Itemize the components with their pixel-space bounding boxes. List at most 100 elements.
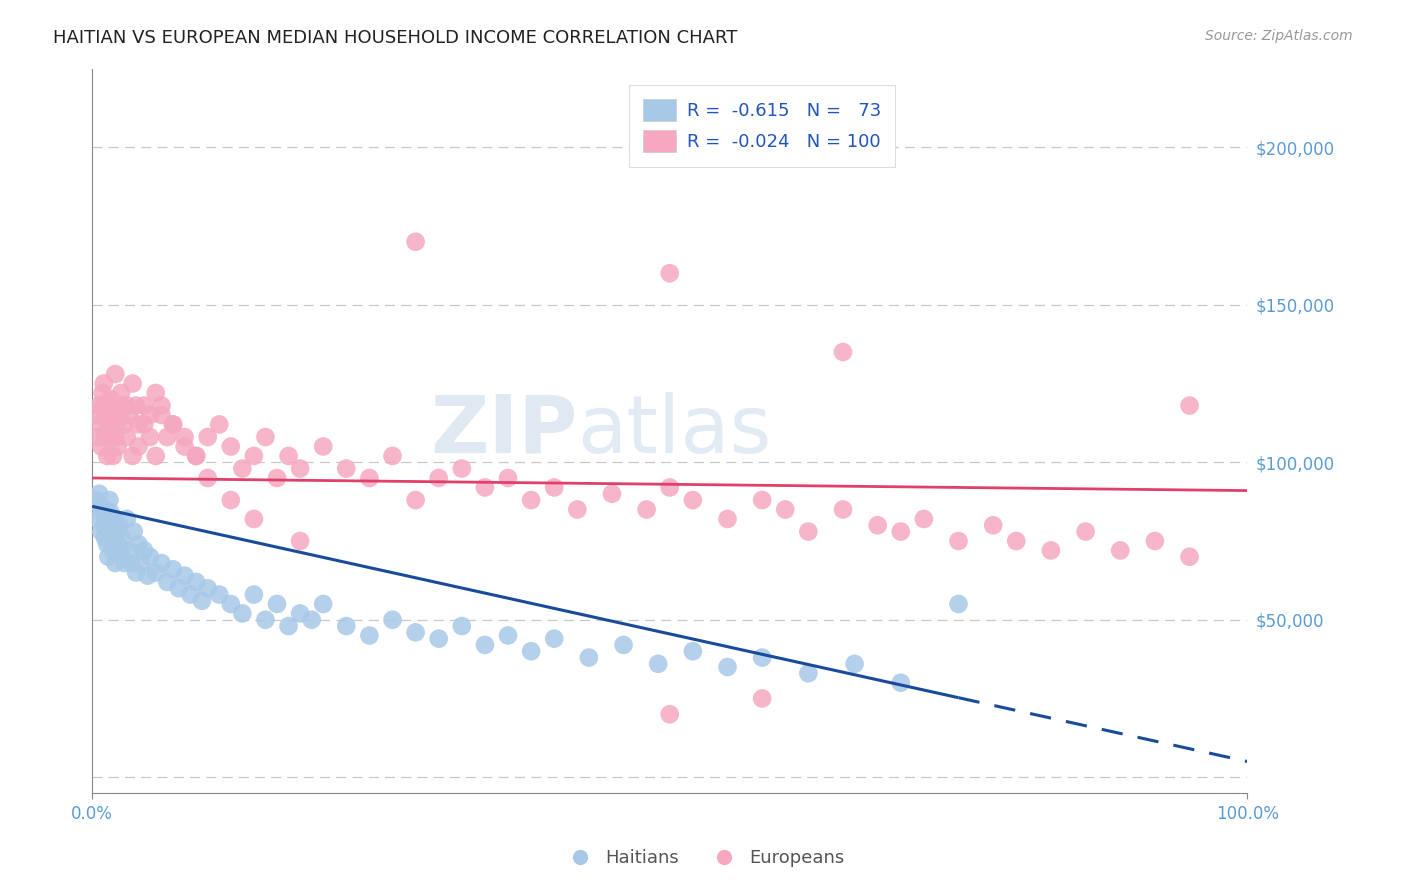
Point [90, 440, 112, 454]
Point [110, 386, 132, 401]
Point [427, 471, 450, 485]
Point [111, 531, 134, 545]
Point [121, 449, 143, 463]
Point [844, 657, 866, 671]
Point [832, 345, 855, 359]
Point [243, 449, 266, 463]
Point [90, 524, 112, 539]
Text: ZIP: ZIP [430, 392, 578, 470]
Legend: R =  -0.615   N =   73, R =  -0.024   N = 100: R = -0.615 N = 73, R = -0.024 N = 100 [628, 85, 896, 167]
Point [231, 607, 253, 621]
Point [134, 399, 156, 413]
Point [98, 399, 121, 413]
Point [450, 461, 472, 475]
Point [103, 512, 125, 526]
Point [191, 594, 214, 608]
Point [104, 430, 127, 444]
Point [150, 408, 173, 422]
Point [1005, 533, 1028, 548]
Point [335, 461, 357, 475]
Point [1178, 399, 1201, 413]
Point [145, 449, 167, 463]
Point [751, 493, 773, 508]
Point [167, 581, 190, 595]
Point [94, 408, 117, 422]
Point [87, 399, 110, 413]
Point [98, 493, 121, 508]
Point [1109, 543, 1132, 558]
Point [120, 556, 142, 570]
Point [775, 502, 797, 516]
Point [1143, 533, 1166, 548]
Point [335, 619, 357, 633]
Point [186, 449, 208, 463]
Point [87, 487, 110, 501]
Point [647, 657, 669, 671]
Point [139, 408, 162, 422]
Text: Source: ZipAtlas.com: Source: ZipAtlas.com [1205, 29, 1353, 43]
Point [578, 650, 600, 665]
Point [301, 613, 323, 627]
Point [145, 566, 167, 580]
Point [208, 417, 231, 432]
Point [288, 533, 311, 548]
Point [612, 638, 634, 652]
Point [145, 386, 167, 401]
Point [136, 568, 159, 582]
Point [716, 512, 738, 526]
Point [405, 235, 427, 249]
Point [98, 430, 121, 444]
Point [87, 512, 110, 526]
Point [118, 543, 141, 558]
Point [121, 376, 143, 391]
Point [173, 440, 195, 454]
Point [97, 549, 120, 564]
Point [134, 543, 156, 558]
Point [1178, 549, 1201, 564]
Point [186, 574, 208, 589]
Point [716, 660, 738, 674]
Point [150, 399, 173, 413]
Point [104, 556, 127, 570]
Point [405, 625, 427, 640]
Point [797, 666, 820, 681]
Point [219, 440, 242, 454]
Point [208, 588, 231, 602]
Point [110, 399, 132, 413]
Point [115, 512, 138, 526]
Point [114, 556, 136, 570]
Point [93, 518, 115, 533]
Point [243, 588, 266, 602]
Point [890, 524, 912, 539]
Point [600, 487, 623, 501]
Point [197, 471, 219, 485]
Point [156, 574, 179, 589]
Point [254, 430, 277, 444]
Point [89, 417, 111, 432]
Point [107, 537, 129, 551]
Point [101, 449, 124, 463]
Point [84, 408, 107, 422]
Point [162, 562, 184, 576]
Point [797, 524, 820, 539]
Point [912, 512, 935, 526]
Point [277, 449, 299, 463]
Point [543, 632, 565, 646]
Point [312, 597, 335, 611]
Point [127, 537, 149, 551]
Point [110, 543, 132, 558]
Point [948, 533, 970, 548]
Point [96, 449, 118, 463]
Point [427, 632, 450, 646]
Point [288, 461, 311, 475]
Point [186, 449, 208, 463]
Point [219, 597, 242, 611]
Point [219, 493, 242, 508]
Point [127, 417, 149, 432]
Point [101, 543, 124, 558]
Point [129, 556, 152, 570]
Point [156, 430, 179, 444]
Point [105, 417, 128, 432]
Point [981, 518, 1004, 533]
Point [658, 266, 681, 280]
